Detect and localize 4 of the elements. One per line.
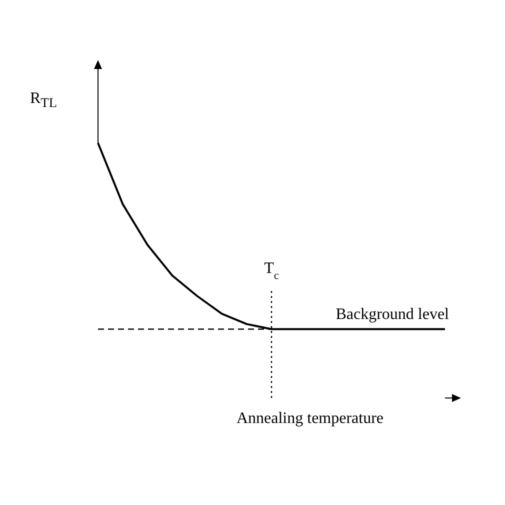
annotation: T$_{c}$ — [264, 260, 279, 282]
x-axis-title: Annealing temperature — [235, 410, 385, 428]
ref-line-label: Background level — [336, 306, 450, 324]
y-axis-title: R$_{TL}$ — [30, 90, 57, 112]
